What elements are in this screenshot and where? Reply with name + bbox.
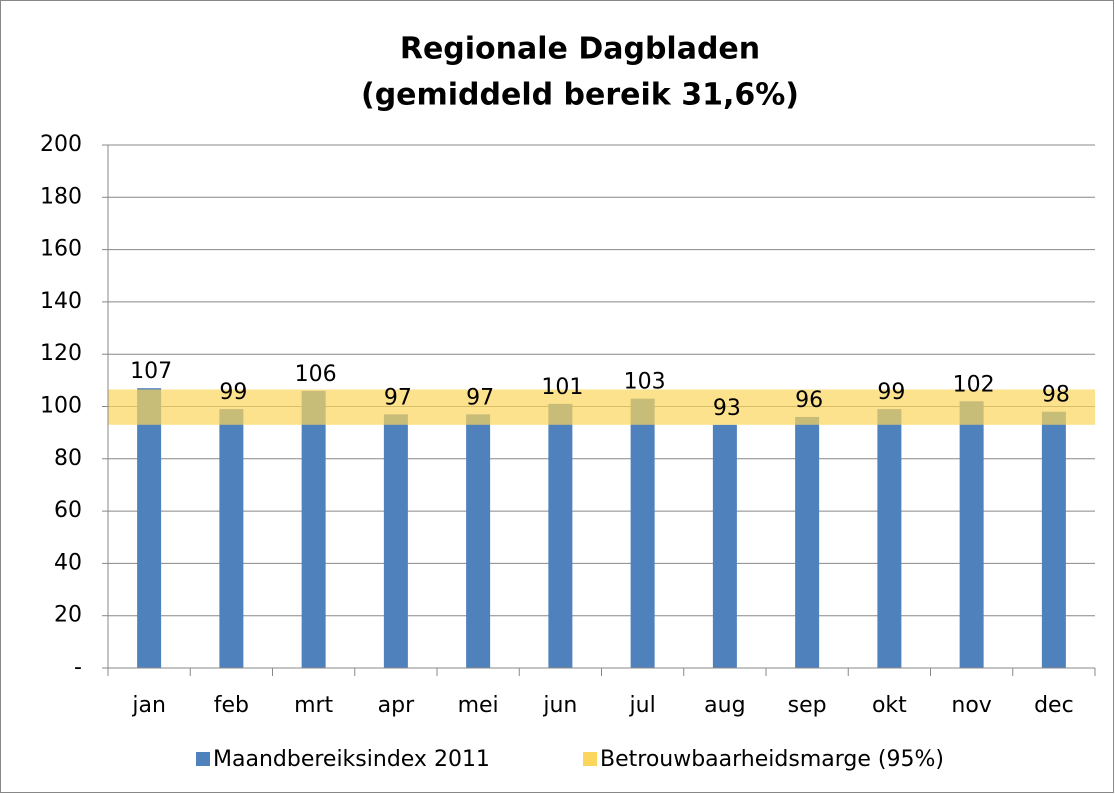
- data-label: 99: [219, 380, 247, 405]
- x-tick-label: nov: [951, 693, 991, 718]
- x-tick-label: dec: [1034, 693, 1074, 718]
- confidence-band: [108, 389, 1095, 425]
- legend-label: Betrouwbaarheidsmarge (95%): [600, 747, 944, 772]
- x-tick-label: jan: [131, 693, 166, 718]
- legend-swatch: [583, 752, 597, 766]
- y-tick-label: 120: [40, 341, 82, 366]
- x-tick-label: mrt: [294, 693, 333, 718]
- y-tick-label: 80: [54, 446, 82, 471]
- y-tick-label: 40: [54, 550, 82, 575]
- data-label: 106: [295, 362, 337, 387]
- bar: [301, 390, 326, 668]
- bar: [630, 398, 655, 668]
- x-tick-label: mei: [458, 693, 499, 718]
- data-label: 102: [953, 372, 995, 397]
- data-label: 97: [384, 385, 412, 410]
- x-tick-label: aug: [704, 693, 745, 718]
- bar: [137, 388, 162, 668]
- chart-title: (gemiddeld bereik 31,6%): [361, 78, 799, 113]
- bar: [1041, 411, 1066, 668]
- y-tick-label: 160: [40, 237, 82, 262]
- x-tick-label: jul: [629, 693, 656, 718]
- data-label: 93: [713, 396, 741, 421]
- x-tick-label: jun: [542, 693, 577, 718]
- bar: [219, 409, 244, 668]
- data-label: 103: [624, 370, 666, 395]
- data-label: 96: [795, 388, 823, 413]
- legend-swatch: [196, 752, 210, 766]
- legend-label: Maandbereiksindex 2011: [213, 747, 490, 772]
- y-tick-label: 140: [40, 289, 82, 314]
- data-label: 107: [130, 359, 172, 384]
- bar: [712, 424, 737, 668]
- chart-title: Regionale Dagbladen: [400, 32, 760, 67]
- y-tick-label: 20: [54, 603, 82, 628]
- bar: [548, 403, 573, 668]
- data-label: 99: [877, 380, 905, 405]
- bar: [959, 401, 984, 668]
- y-tick-label: 200: [40, 132, 82, 157]
- data-label: 101: [541, 375, 583, 400]
- data-label: 97: [466, 385, 494, 410]
- x-tick-label: apr: [378, 693, 415, 718]
- x-tick-label: sep: [788, 693, 827, 718]
- x-tick-label: feb: [214, 693, 249, 718]
- bar: [795, 416, 820, 668]
- y-tick-label: -: [74, 655, 82, 680]
- x-tick-label: okt: [872, 693, 907, 718]
- bar: [877, 409, 902, 668]
- bar: [466, 414, 491, 668]
- y-tick-label: 100: [40, 394, 82, 419]
- y-tick-label: 180: [40, 184, 82, 209]
- y-tick-label: 60: [54, 498, 82, 523]
- bar: [383, 414, 408, 668]
- data-label: 98: [1042, 383, 1070, 408]
